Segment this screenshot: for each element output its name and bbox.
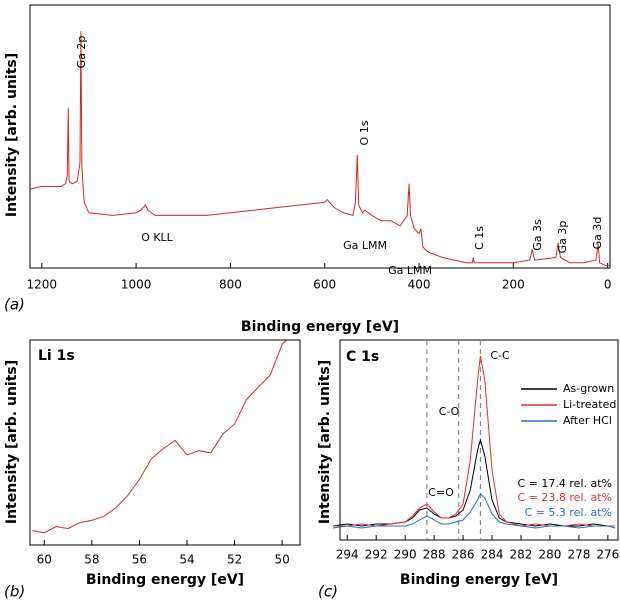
- panel-title: Li 1s: [38, 348, 75, 364]
- x-tick-label: 284: [481, 548, 504, 562]
- x-tick-label: 288: [423, 548, 446, 562]
- annotation: C = 17.4 rel. at%: [518, 477, 612, 490]
- panel-label: (c): [318, 583, 338, 601]
- annotation: Ga 3d: [591, 217, 604, 250]
- plot-frame: [29, 339, 301, 546]
- annotation: Ga LMM: [388, 264, 432, 277]
- x-axis-label: Binding energy [eV]: [400, 572, 558, 588]
- x-tick-label: 60: [37, 553, 52, 567]
- legend-label: As-grown: [563, 382, 614, 395]
- annotation: C = 23.8 rel. at%: [518, 491, 612, 504]
- x-axis-label: Binding energy [eV]: [86, 572, 244, 588]
- x-tick-label: 276: [596, 548, 619, 562]
- annotation: O 1s: [358, 120, 371, 145]
- plot-frame: [29, 4, 611, 269]
- x-tick-label: 52: [227, 553, 242, 567]
- annotation: C-C: [490, 349, 510, 362]
- y-axis-label: Intensity [arb. units]: [4, 53, 20, 217]
- legend-label: Li-treated: [563, 398, 616, 411]
- x-tick-label: 58: [84, 553, 99, 567]
- spectrum-line: [29, 31, 610, 266]
- x-axis-label: Binding energy [eV]: [241, 319, 399, 335]
- x-tick-label: 294: [336, 548, 359, 562]
- x-tick-label: 54: [179, 553, 194, 567]
- annotation: C = 5.3 rel. at%: [525, 506, 612, 519]
- x-tick-label: 290: [394, 548, 417, 562]
- panel-label: (a): [4, 296, 25, 314]
- y-axis-label: Intensity [arb. units]: [4, 360, 20, 524]
- x-tick-label: 1000: [121, 278, 152, 292]
- legend-label: After HCl: [563, 414, 612, 427]
- panel-title: C 1s: [346, 349, 379, 365]
- x-tick-label: 50: [275, 553, 290, 567]
- annotation: Ga 3p: [556, 221, 569, 254]
- x-tick-label: 200: [502, 278, 525, 292]
- x-tick-label: 278: [567, 548, 590, 562]
- x-tick-label: 800: [219, 278, 242, 292]
- plot-frame: [339, 339, 619, 541]
- x-tick-label: 1200: [27, 278, 58, 292]
- x-tick-label: 286: [452, 548, 475, 562]
- spectrum-line: [332, 493, 616, 529]
- annotation: C 1s: [473, 226, 486, 250]
- annotation: Ga LMM: [343, 239, 387, 252]
- annotation: Ga 3s: [531, 219, 544, 251]
- y-axis-label: Intensity [arb. units]: [317, 360, 333, 524]
- x-tick-label: 56: [132, 553, 147, 567]
- panel-label: (b): [4, 583, 25, 601]
- annotation: Ga 2p: [75, 36, 88, 69]
- spectrum-line: [32, 339, 288, 534]
- x-tick-label: 280: [538, 548, 561, 562]
- x-tick-label: 282: [510, 548, 533, 562]
- annotation: C=O: [428, 486, 454, 499]
- x-tick-label: 600: [313, 278, 336, 292]
- x-tick-label: 292: [365, 548, 388, 562]
- annotation: C-O: [439, 405, 460, 418]
- annotation: O KLL: [141, 231, 173, 244]
- x-tick-label: 0: [604, 278, 612, 292]
- x-tick-label: 400: [408, 278, 431, 292]
